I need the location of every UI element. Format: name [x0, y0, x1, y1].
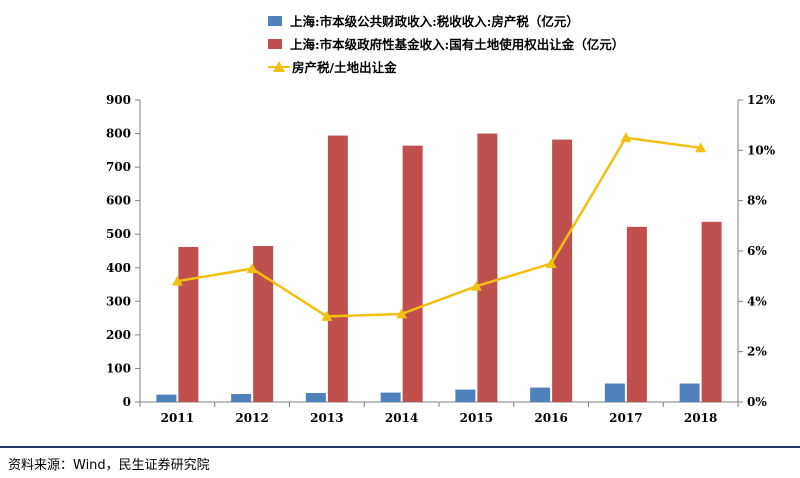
line-ratio-point	[396, 308, 408, 319]
line-ratio-point	[545, 258, 557, 268]
bar-land-transfer	[402, 145, 423, 402]
y-right-tick-label: 6%	[747, 244, 767, 258]
x-tick-label: 2011	[161, 411, 194, 425]
y-left-tick-label: 600	[106, 194, 131, 208]
x-tick-label: 2018	[684, 411, 717, 425]
bar-property-tax	[305, 392, 326, 402]
y-left-tick-label: 500	[106, 227, 131, 241]
bar-property-tax	[455, 389, 476, 402]
x-tick-label: 2014	[385, 411, 418, 425]
legend-item-property-tax: 上海:市本级公共财政收入:税收收入:房产税（亿元）	[268, 10, 624, 31]
y-right-tick-label: 12%	[747, 93, 776, 107]
y-left-tick-label: 100	[106, 361, 131, 375]
y-left-tick-label: 400	[106, 261, 131, 275]
bar-land-transfer	[327, 135, 348, 402]
y-left-tick-label: 700	[106, 160, 131, 174]
legend-item-land-transfer: 上海:市本级政府性基金收入:国有土地使用权出让金（亿元）	[268, 33, 624, 54]
legend-swatch-line	[268, 60, 290, 73]
x-tick-label: 2012	[235, 411, 268, 425]
y-right-tick-label: 10%	[747, 143, 776, 157]
chart-legend: 上海:市本级公共财政收入:税收收入:房产税（亿元） 上海:市本级政府性基金收入:…	[268, 10, 624, 79]
bar-land-transfer	[626, 226, 647, 402]
bar-land-transfer	[477, 133, 498, 403]
x-tick-label: 2017	[609, 411, 642, 425]
y-left-tick-label: 200	[106, 328, 131, 342]
legend-swatch-red	[268, 38, 282, 49]
y-left-tick-label: 300	[106, 294, 131, 308]
bar-land-transfer	[253, 245, 274, 402]
line-ratio-point	[470, 280, 482, 291]
bar-property-tax	[380, 392, 401, 402]
source-note: 资料来源：Wind，民生证券研究院	[8, 458, 210, 473]
line-ratio-point	[620, 132, 632, 143]
line-ratio-point	[246, 263, 258, 274]
y-right-tick-label: 0%	[747, 395, 767, 409]
y-left-tick-label: 800	[106, 127, 131, 141]
x-tick-label: 2013	[310, 411, 343, 425]
y-right-tick-label: 2%	[747, 345, 767, 359]
x-tick-label: 2015	[460, 411, 493, 425]
legend-swatch-blue	[268, 15, 282, 26]
line-ratio-point	[695, 142, 707, 153]
legend-label-property-tax: 上海:市本级公共财政收入:税收收入:房产税（亿元）	[290, 14, 579, 29]
bar-land-transfer	[552, 139, 573, 402]
y-left-tick-label: 900	[106, 93, 131, 107]
y-left-tick-label: 0	[123, 395, 131, 409]
x-tick-label: 2016	[534, 411, 567, 425]
bar-property-tax	[604, 383, 625, 402]
line-ratio-point	[321, 310, 333, 321]
y-right-tick-label: 8%	[747, 194, 767, 208]
bar-land-transfer	[701, 221, 722, 402]
bar-land-transfer	[178, 246, 199, 402]
bar-property-tax	[156, 394, 177, 402]
bar-property-tax	[679, 383, 700, 402]
source-divider	[0, 446, 800, 448]
line-ratio-point	[171, 275, 183, 286]
bar-property-tax	[231, 393, 252, 402]
legend-item-ratio: 房产税/土地出让金	[268, 56, 624, 77]
legend-label-ratio: 房产税/土地出让金	[292, 60, 397, 75]
y-right-tick-label: 4%	[747, 294, 767, 308]
legend-label-land-transfer: 上海:市本级政府性基金收入:国有土地使用权出让金（亿元）	[290, 37, 625, 52]
line-ratio	[177, 136, 701, 318]
bar-property-tax	[530, 387, 551, 402]
